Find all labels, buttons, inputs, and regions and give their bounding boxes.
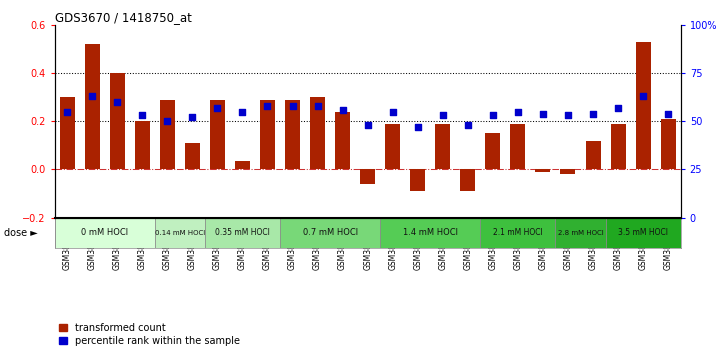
Bar bbox=[285, 99, 300, 170]
Bar bbox=[435, 124, 451, 170]
Point bbox=[487, 113, 499, 118]
Bar bbox=[159, 99, 175, 170]
Point bbox=[111, 99, 123, 105]
Point bbox=[312, 103, 323, 109]
Bar bbox=[260, 99, 275, 170]
Bar bbox=[606, 218, 681, 248]
Bar bbox=[385, 124, 400, 170]
Point bbox=[61, 109, 73, 114]
Text: dose ►: dose ► bbox=[4, 228, 37, 238]
Bar bbox=[185, 143, 200, 170]
Bar bbox=[135, 121, 150, 170]
Bar bbox=[555, 218, 606, 248]
Point bbox=[437, 113, 448, 118]
Text: 0.35 mM HOCl: 0.35 mM HOCl bbox=[215, 228, 270, 237]
Point bbox=[587, 111, 599, 116]
Bar bbox=[486, 133, 500, 170]
Bar bbox=[205, 218, 280, 248]
Bar bbox=[410, 170, 425, 191]
Point bbox=[637, 93, 649, 99]
Point bbox=[537, 111, 549, 116]
Point bbox=[612, 105, 624, 110]
Bar bbox=[585, 141, 601, 170]
Bar bbox=[480, 218, 555, 248]
Point bbox=[87, 93, 98, 99]
Bar bbox=[611, 124, 625, 170]
Bar bbox=[210, 99, 225, 170]
Point bbox=[261, 103, 273, 109]
Point bbox=[136, 113, 148, 118]
Bar bbox=[310, 97, 325, 170]
Point bbox=[237, 109, 248, 114]
Bar bbox=[561, 170, 576, 174]
Point bbox=[362, 122, 373, 128]
Point bbox=[412, 124, 424, 130]
Bar bbox=[360, 170, 375, 184]
Bar bbox=[235, 161, 250, 170]
Point bbox=[186, 115, 198, 120]
Text: 3.5 mM HOCl: 3.5 mM HOCl bbox=[618, 228, 668, 237]
Point bbox=[562, 113, 574, 118]
Bar bbox=[55, 218, 155, 248]
Bar bbox=[60, 97, 75, 170]
Bar bbox=[155, 218, 205, 248]
Bar bbox=[535, 170, 550, 172]
Point bbox=[387, 109, 398, 114]
Text: 2.1 mM HOCl: 2.1 mM HOCl bbox=[493, 228, 543, 237]
Point bbox=[337, 107, 349, 113]
Bar bbox=[110, 73, 124, 170]
Bar bbox=[380, 218, 480, 248]
Point bbox=[512, 109, 523, 114]
Text: 2.8 mM HOCl: 2.8 mM HOCl bbox=[558, 230, 604, 236]
Text: 0.7 mM HOCl: 0.7 mM HOCl bbox=[303, 228, 357, 237]
Bar bbox=[84, 44, 100, 170]
Text: 0.14 mM HOCl: 0.14 mM HOCl bbox=[154, 230, 205, 236]
Point bbox=[212, 105, 223, 110]
Bar bbox=[460, 170, 475, 191]
Text: GDS3670 / 1418750_at: GDS3670 / 1418750_at bbox=[55, 11, 191, 24]
Bar bbox=[636, 42, 651, 170]
Bar bbox=[510, 124, 526, 170]
Bar bbox=[660, 119, 676, 170]
Point bbox=[162, 118, 173, 124]
Point bbox=[462, 122, 474, 128]
Bar bbox=[280, 218, 380, 248]
Point bbox=[287, 103, 298, 109]
Text: 0 mM HOCl: 0 mM HOCl bbox=[81, 228, 128, 237]
Legend: transformed count, percentile rank within the sample: transformed count, percentile rank withi… bbox=[60, 323, 240, 346]
Point bbox=[662, 111, 674, 116]
Text: 1.4 mM HOCl: 1.4 mM HOCl bbox=[403, 228, 458, 237]
Bar bbox=[335, 112, 350, 170]
